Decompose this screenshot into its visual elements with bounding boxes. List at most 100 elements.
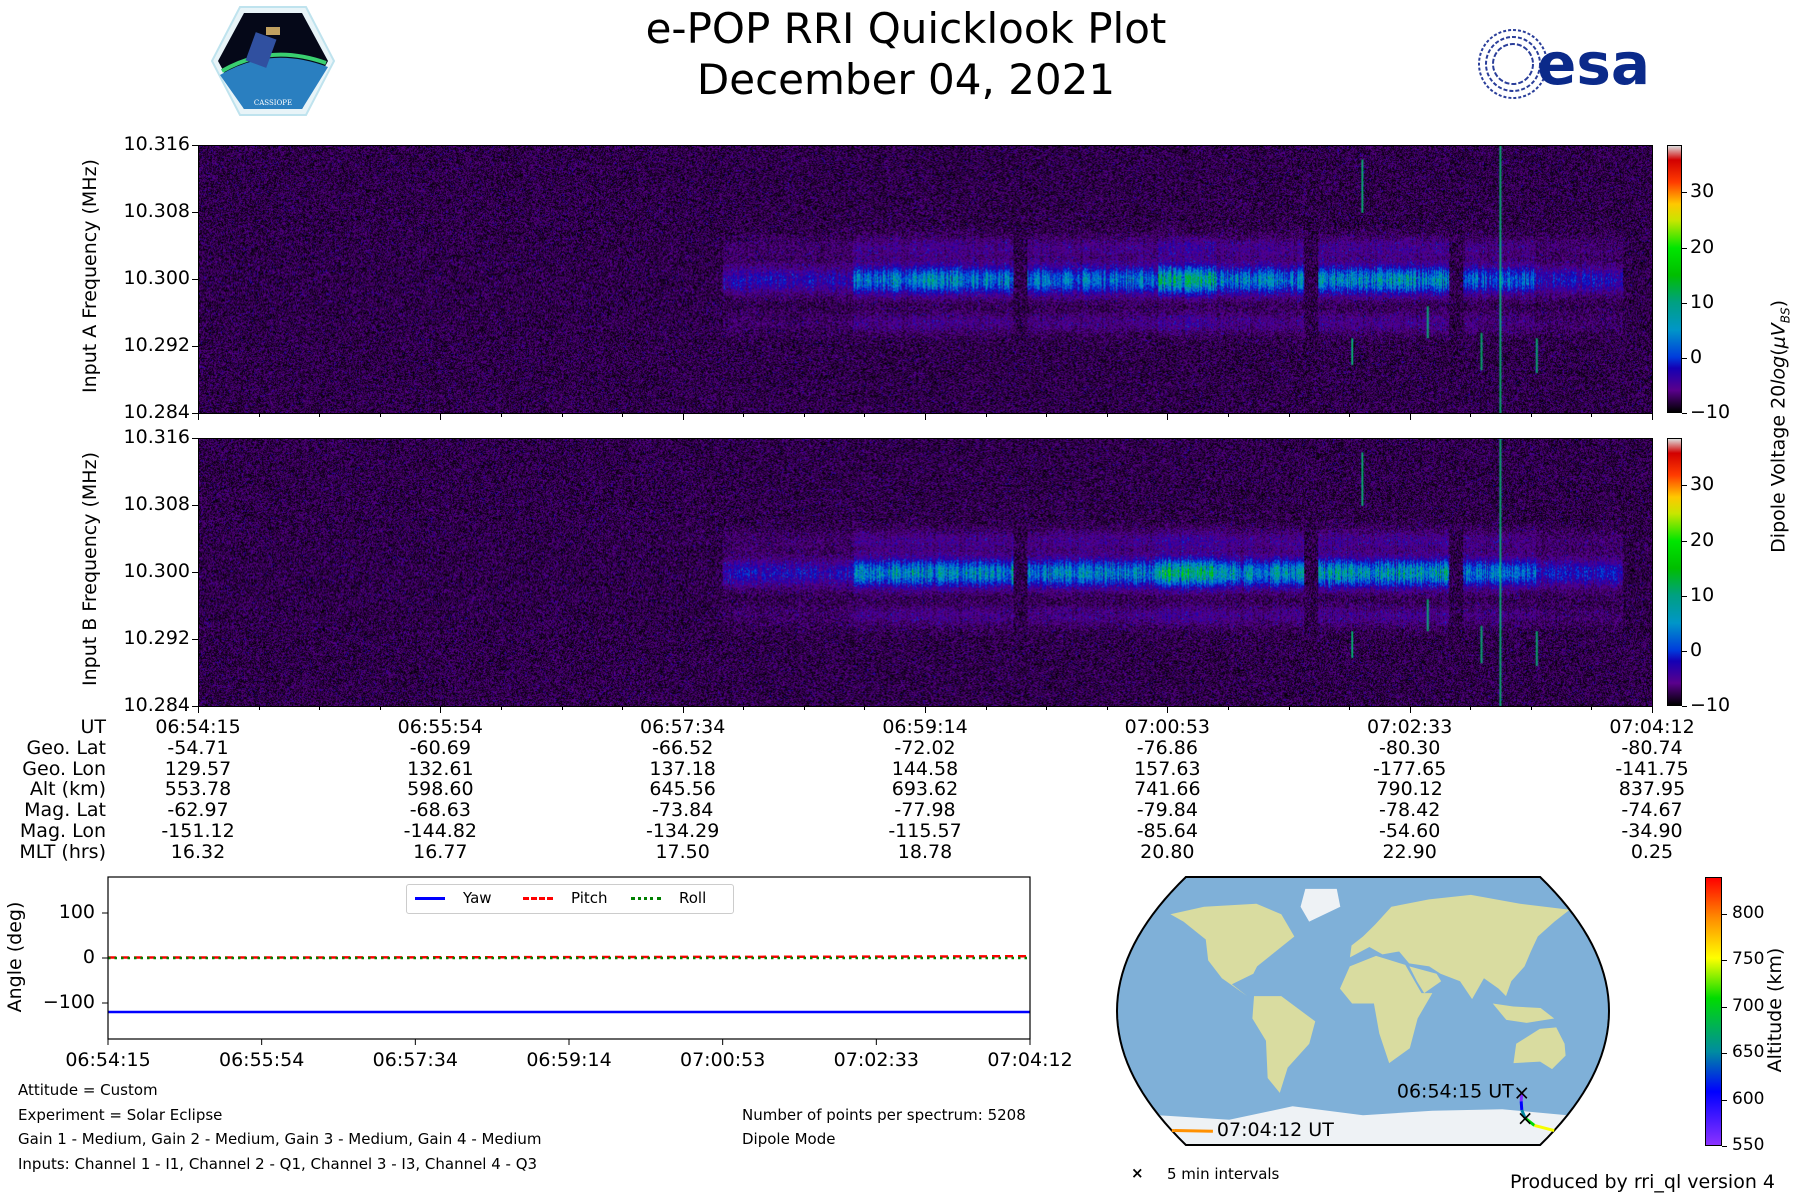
y-tick-label: 10.284	[123, 694, 190, 716]
track-start-label: 06:54:15 UT	[1397, 1080, 1514, 1102]
cassiope-logo-text: CASSIOPE	[254, 99, 292, 107]
attitude-y-tick-label: −100	[42, 991, 95, 1013]
spectrogram-input-a	[198, 145, 1653, 414]
landmass-north-america	[1170, 903, 1295, 997]
landmass-eurasia	[1349, 894, 1570, 1000]
attitude-legend: Yaw Pitch Roll	[406, 884, 734, 914]
x-tick-mark	[985, 706, 987, 710]
legend-yaw-swatch	[415, 897, 445, 900]
x-tick-mark	[500, 413, 502, 417]
landmass-antarctica	[1158, 1106, 1568, 1145]
colorbar-tick-mark	[1682, 650, 1687, 652]
ephemeris-cell: -115.57	[888, 820, 962, 842]
ephemeris-cell: 645.56	[649, 778, 716, 801]
ephemeris-cell: -80.74	[1621, 736, 1683, 759]
x-tick-mark	[1046, 413, 1048, 417]
colorbar-tick-mark	[1682, 357, 1687, 359]
ephemeris-cell: 07:00:53	[1124, 716, 1210, 738]
colorbar-tick-label: −10	[1690, 694, 1731, 716]
altitude-tick-mark	[1722, 1146, 1727, 1147]
y-tick-mark	[192, 346, 198, 347]
altitude-tick-mark	[1722, 914, 1727, 916]
ephemeris-cell: -73.84	[652, 799, 714, 822]
altitude-tick-mark	[1722, 1053, 1727, 1055]
ephemeris-row-label: MLT (hrs)	[19, 840, 106, 863]
x-tick-mark	[985, 413, 987, 417]
ephemeris-cell: 06:57:34	[639, 716, 726, 738]
x-tick-mark	[803, 413, 805, 417]
legend-roll-label: Roll	[679, 889, 707, 907]
x-tick-mark	[1591, 706, 1593, 710]
colorbar-tick-label: 10	[1690, 290, 1715, 313]
x-tick-mark	[440, 413, 442, 420]
attitude-x-tick-label: 07:02:33	[833, 1049, 919, 1071]
y-tick-label: 10.308	[123, 200, 190, 222]
series-pitch-line	[108, 954, 1031, 959]
x-tick-mark	[864, 706, 866, 710]
ground-track-segment	[1174, 1129, 1213, 1133]
x-tick-mark	[1470, 413, 1472, 417]
colorbar-tick-label: 30	[1690, 473, 1715, 496]
x-tick-mark	[1409, 413, 1411, 420]
interval-marker-icon: ×	[1513, 1080, 1530, 1104]
attitude-x-tick-label: 06:55:54	[218, 1049, 305, 1071]
x-tick-mark	[198, 706, 199, 713]
ephemeris-cell: 20.80	[1140, 840, 1195, 863]
experiment-text: Experiment = Solar Eclipse	[18, 1106, 223, 1124]
ephemeris-cell: -34.90	[1621, 820, 1683, 842]
ephemeris-cell: -60.69	[409, 736, 471, 759]
dipole-voltage-label: Dipole Voltage 20log(μVBS)	[1768, 236, 1793, 616]
ephemeris-cell: -62.97	[167, 799, 229, 822]
ephemeris-cell: -85.64	[1136, 820, 1198, 842]
ephemeris-cell: 18.78	[897, 840, 953, 863]
x-tick-mark	[258, 413, 260, 417]
y-tick-mark	[192, 706, 198, 707]
ground-track-segment	[1519, 1101, 1524, 1111]
ephemeris-cell: 598.60	[407, 778, 474, 801]
x-tick-mark	[1167, 706, 1169, 713]
landmass-africa	[1339, 955, 1433, 1064]
y-tick-label: 10.292	[123, 334, 190, 356]
ephemeris-cell: 553.78	[164, 778, 232, 801]
altitude-label: Altitude (km)	[1764, 947, 1786, 1073]
x-tick-mark	[379, 413, 381, 417]
ephemeris-row-label: Mag. Lon	[19, 820, 106, 842]
x-tick-mark	[803, 706, 805, 710]
spectrogram-input-b	[198, 438, 1653, 707]
colorbar-tick-label: 20	[1690, 235, 1715, 258]
x-tick-mark	[1652, 413, 1653, 420]
ground-track-map: ××06:54:15 UT 07:04:12 UT	[1115, 876, 1611, 1146]
ephemeris-cell: 741.66	[1134, 778, 1201, 801]
ephemeris-cell: -66.52	[652, 736, 714, 759]
attitude-x-tick-label: 07:04:12	[987, 1049, 1073, 1071]
ephemeris-cell: 0.25	[1630, 840, 1674, 863]
ephemeris-cell: -151.12	[161, 820, 235, 842]
ephemeris-cell: 16.32	[170, 840, 226, 863]
x-tick-mark	[1227, 413, 1229, 417]
track-end-label: 07:04:12 UT	[1217, 1119, 1334, 1141]
dipole-voltage-label-text: Dipole Voltage 20log(μVBS)	[1767, 299, 1793, 553]
y-tick-label: 10.316	[123, 133, 190, 155]
ephemeris-cell: 132.61	[407, 757, 474, 780]
ephemeris-cell: -134.29	[645, 820, 720, 842]
colorbar-tick-label: −10	[1690, 401, 1731, 423]
x-tick-mark	[1288, 413, 1290, 417]
ephemeris-cell: 06:54:15	[155, 716, 241, 738]
x-tick-mark	[319, 706, 321, 710]
ephemeris-cell: 07:02:33	[1366, 716, 1453, 738]
x-tick-mark	[622, 706, 624, 710]
attitude-plot	[102, 876, 1031, 1045]
ground-track-segment	[1520, 1109, 1527, 1119]
ephemeris-cell: 06:59:14	[882, 716, 968, 738]
attitude-y-tick-label: 100	[58, 901, 95, 923]
ground-track-segment	[1524, 1117, 1536, 1127]
ephemeris-cell: -141.75	[1615, 757, 1689, 780]
x-tick-mark	[319, 413, 321, 417]
interval-marker-icon: ×	[1131, 1164, 1144, 1182]
ephemeris-cell: 144.58	[891, 757, 959, 780]
plot-date: December 04, 2021	[696, 55, 1116, 104]
y-tick-mark	[192, 438, 198, 439]
altitude-tick-label: 700	[1732, 995, 1765, 1016]
colorbar-tick-label: 0	[1690, 345, 1703, 368]
